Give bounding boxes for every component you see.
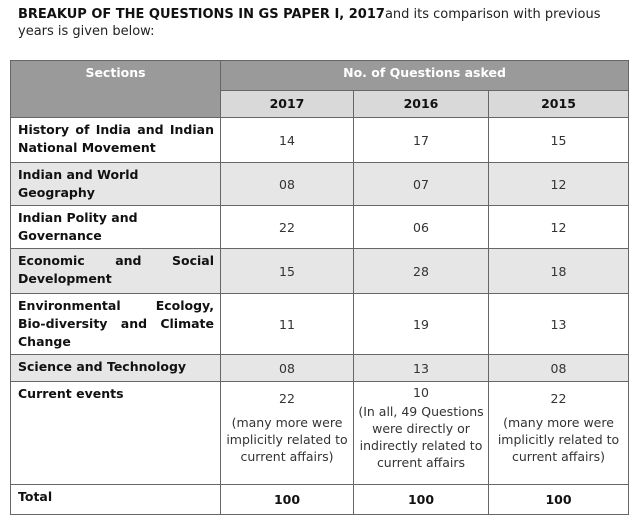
intro-bold: BREAKUP OF THE QUESTIONS IN GS PAPER I, … [18,7,385,22]
value-2015: 08 [487,354,630,382]
table-row: Economic and Social Development 15 28 18 [10,248,630,294]
intro-text: BREAKUP OF THE QUESTIONS IN GS PAPER I, … [18,6,618,40]
total-2016: 100 [353,484,489,515]
value-2015: 13 [487,293,630,355]
value-2015: 12 [487,162,630,206]
value-2016: 19 [353,293,489,355]
value-2015: 22 [550,391,567,406]
intro-rest: and its comparison with previous years i… [18,7,601,39]
value-2015: 15 [487,117,630,163]
total-row: Total 100 100 100 [10,484,630,515]
table-row: Indian and World Geography 08 07 12 [10,162,630,206]
year-2016: 2016 [353,89,489,119]
section-cell: Indian and World Geography [10,162,221,206]
value-2016: 07 [353,162,489,206]
questions-header: No. of Questions asked [219,60,630,91]
year-2015: 2015 [487,89,630,119]
value-2016: 10 [413,385,429,400]
value-2017: 11 [220,293,354,355]
value-2017: 22 [220,205,354,249]
year-row: 2017 2016 2015 [11,89,630,119]
value-2015: 12 [487,205,630,249]
section-cell: History of India and Indian National Mov… [10,117,221,163]
value-2016: 13 [353,354,489,382]
value-2017: 08 [220,162,354,206]
table-row: Science and Technology 08 13 08 [10,354,630,382]
value-2016: 17 [353,117,489,163]
note-2017: (many more were implicitly related to cu… [226,415,348,464]
current-2015-cell: 22 (many more were implicitly related to… [487,381,630,485]
value-2016: 06 [353,205,489,249]
value-2017: 14 [220,117,354,163]
current-events-row: Current events 22 (many more were implic… [10,381,630,485]
value-2015: 18 [487,248,630,294]
note-2015: (many more were implicitly related to cu… [497,415,620,464]
total-label: Total [10,484,221,515]
header-row: Sections No. of Questions asked [10,60,630,118]
value-2017: 15 [220,248,354,294]
table-row: History of India and Indian National Mov… [10,117,630,163]
total-2017: 100 [220,484,354,515]
current-2016-cell: 10 (In all, 49 Questions were directly o… [353,381,489,485]
note-2016: (In all, 49 Questions were directly or i… [358,404,484,470]
section-cell: Current events [10,381,221,485]
table-row: Indian Polity and Governance 22 06 12 [10,205,630,249]
section-cell: Environmental Ecology, Bio-diversity and… [10,293,221,355]
value-2017: 22 [279,391,295,406]
total-2015: 100 [487,484,630,515]
value-2016: 28 [353,248,489,294]
section-cell: Indian Polity and Governance [10,205,221,249]
section-cell: Economic and Social Development [10,248,221,294]
questions-table: Sections No. of Questions asked 2017 201… [10,60,630,515]
value-2017: 08 [220,354,354,382]
year-2017: 2017 [220,89,354,119]
sections-header: Sections [10,60,221,118]
table-row: Environmental Ecology, Bio-diversity and… [10,293,630,355]
current-2017-cell: 22 (many more were implicitly related to… [220,381,354,485]
section-cell: Science and Technology [10,354,221,382]
